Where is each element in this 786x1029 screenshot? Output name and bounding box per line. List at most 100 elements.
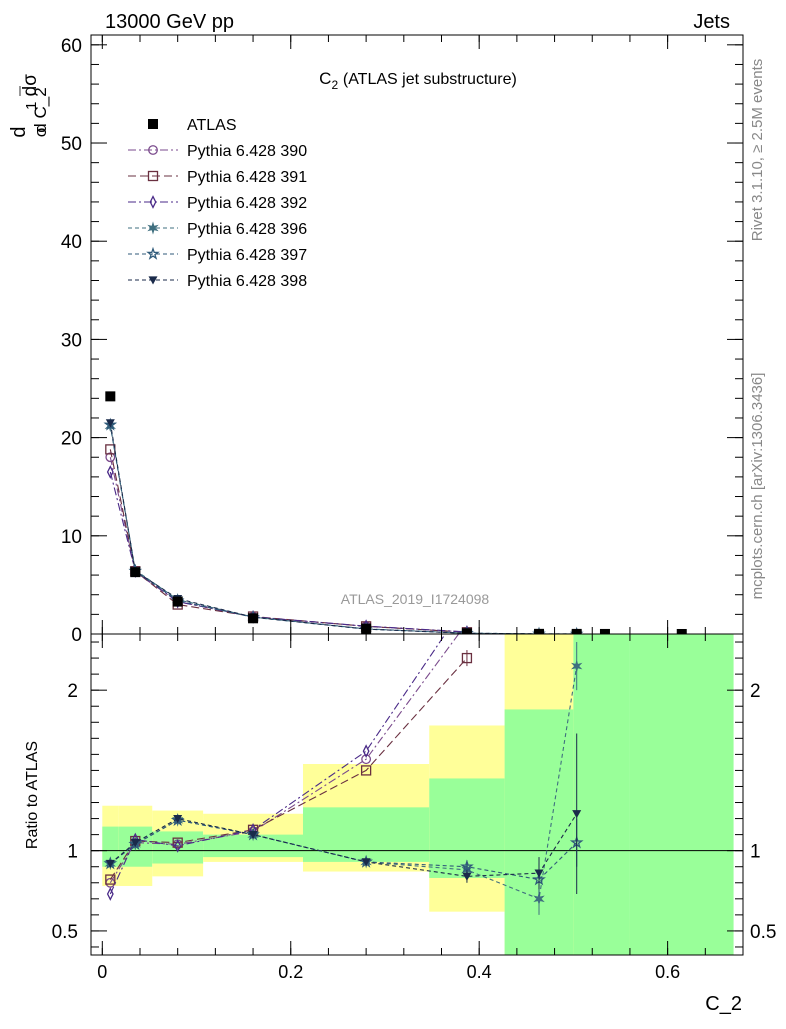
ratio-series-point	[173, 814, 183, 824]
main-series-point	[105, 452, 116, 463]
ratio-series-point	[361, 858, 371, 867]
legend-entry: Pythia 6.428 392	[128, 195, 307, 212]
atlas-data-point	[676, 628, 687, 634]
main-series-line	[109, 424, 577, 634]
main-series-group	[103, 391, 687, 634]
atlas-data-point	[105, 391, 116, 402]
legend-marker	[148, 145, 158, 155]
legend-label: Pythia 6.428 398	[187, 273, 307, 290]
ratio-y-tick-label-right: 0.5	[750, 922, 776, 943]
ratio-series-line	[109, 819, 578, 881]
atlas-data-point	[599, 628, 610, 634]
ratio-series-point	[106, 887, 114, 901]
legend-atlas-marker	[148, 119, 158, 129]
chart-title: C2 (ATLAS jet substructure)	[319, 69, 517, 92]
ratio-panel-frame	[90, 633, 744, 956]
main-series-point	[105, 419, 115, 428]
atlas-data-point	[130, 567, 141, 578]
legend-label: Pythia 6.428 396	[187, 221, 307, 238]
axis-ticks	[91, 35, 743, 955]
ratio-series-point	[461, 652, 473, 664]
legend-label: Pythia 6.428 397	[187, 247, 307, 264]
ratio-series-point	[460, 859, 474, 873]
energy-label: 13000 GeV pp	[105, 11, 234, 33]
legend-marker	[146, 246, 160, 260]
legend-label: Pythia 6.428 392	[187, 195, 307, 212]
atlas-data-point	[248, 613, 259, 624]
main-y-tick-label: 20	[61, 429, 82, 450]
atlas-data-point	[461, 628, 472, 634]
ratio-y-tick-label-right: 1	[750, 842, 761, 863]
ratio-series-point	[105, 874, 116, 885]
ratio-y-tick-label-right: 2	[750, 681, 761, 702]
category-label: Jets	[693, 11, 730, 33]
ratio-series-point	[534, 869, 544, 878]
band-green	[580, 634, 630, 955]
ratio-series-point	[174, 839, 182, 853]
atlas-data-point	[534, 628, 545, 634]
ratio-series-point	[362, 744, 370, 759]
legend-entry: ATLAS	[148, 117, 237, 134]
ratio-series-point	[130, 839, 140, 848]
legend-entry: Pythia 6.428 396	[128, 221, 307, 238]
atlas-data-point	[172, 596, 183, 607]
ratio-series-point	[462, 872, 472, 881]
legend-entry: Pythia 6.428 397	[128, 246, 307, 264]
ratio-series-point	[248, 831, 258, 840]
main-series-line	[109, 425, 577, 634]
ratio-y-tick-label: 1	[67, 842, 78, 863]
main-y-tick-label: 0	[71, 625, 82, 646]
rivet-label: Rivet 3.1.10, ≥ 2.5M events	[749, 59, 766, 242]
main-y-tick-label: 50	[61, 134, 82, 155]
ratio-series-group	[103, 634, 584, 915]
x-tick-label: 0.4	[467, 962, 492, 982]
ratio-series-point	[533, 892, 545, 906]
legend-entry: Pythia 6.428 390	[128, 143, 307, 160]
ratio-series-point	[105, 859, 115, 869]
x-tick-label: 0.6	[655, 962, 680, 982]
svg-text:d C_2: d C_2	[31, 87, 50, 132]
legend: ATLAS Pythia 6.428 390 Pythia 6.428 391 Pyt…	[128, 117, 307, 290]
band-green	[629, 634, 734, 955]
ratio-series-point	[361, 754, 372, 765]
legend-entry: Pythia 6.428 391	[128, 169, 307, 186]
legend-marker	[148, 276, 158, 285]
main-y-tick-label: 10	[61, 527, 82, 548]
legend-label: Pythia 6.428 391	[187, 169, 307, 186]
main-y-tick-label: 60	[61, 36, 82, 57]
ratio-y-tick-label: 0.5	[52, 922, 78, 943]
band-green	[102, 826, 119, 867]
svg-text:1 dσ: 1 dσ	[20, 74, 41, 110]
x-axis-label: C_2	[705, 993, 742, 1015]
main-series-line	[109, 449, 467, 633]
ratio-series-point	[172, 837, 183, 848]
ratio-series-line	[109, 634, 446, 895]
legend-marker	[147, 221, 159, 235]
main-y-tick-label: 40	[61, 232, 82, 253]
axis-tick-labels: 0 0.2 0.4 0.6 0 10 20 30 40 50 60 0.5 0.5 1 1 2 2	[52, 36, 777, 982]
ratio-series-line	[109, 813, 578, 877]
main-y-tick-label: 30	[61, 330, 82, 351]
ratio-series-point	[572, 810, 582, 819]
x-tick-label: 0	[97, 962, 107, 982]
x-tick-label: 0.2	[278, 962, 303, 982]
ratio-y-tick-label: 2	[67, 681, 78, 702]
legend-entry: Pythia 6.428 398	[128, 273, 307, 290]
legend-marker	[147, 170, 159, 182]
ratio-uncertainty-bands	[102, 634, 734, 955]
analysis-watermark: ATLAS_2019_I1724098	[341, 591, 490, 607]
svg-text:d: d	[8, 126, 30, 137]
band-green	[302, 807, 430, 862]
main-series-line	[109, 471, 467, 633]
ratio-series-point	[570, 659, 583, 673]
main-series-point	[106, 465, 114, 479]
ratio-ylabel: Ratio to ATLAS	[24, 741, 41, 849]
legend-label: Pythia 6.428 390	[187, 143, 307, 160]
legend-label: ATLAS	[187, 117, 237, 134]
legend-marker	[149, 195, 157, 209]
mcplots-label: mcplots.cern.ch [arXiv:1306.3436]	[749, 373, 766, 600]
ratio-series-point	[360, 765, 372, 776]
atlas-data-point	[571, 628, 582, 634]
